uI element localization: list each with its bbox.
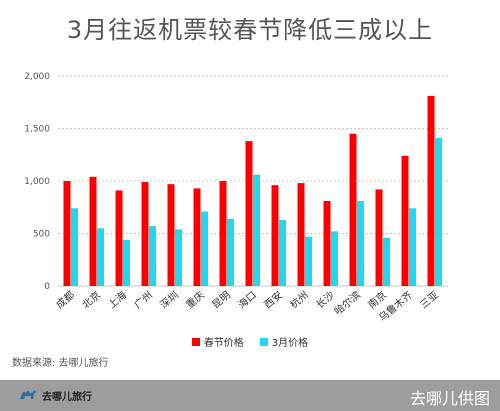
legend-item-march: 3月价格: [259, 334, 309, 349]
x-tick-label: 上海: [105, 288, 129, 311]
bar-spring-festival: [245, 141, 253, 286]
bar-spring-festival: [115, 190, 123, 286]
footer-logo-text: 去哪儿旅行: [42, 391, 92, 403]
bar-spring-festival: [89, 176, 97, 286]
bar-chart: 05001,0001,5002,000成都 北京 上海 广州 深圳 重庆 昆明 海口 西安 杭州长…: [24, 72, 448, 324]
bar-spring-festival: [297, 183, 305, 286]
x-tick-label: 昆明: [210, 289, 233, 311]
bar-march: [175, 229, 182, 286]
x-tick-label: 广州: [132, 289, 155, 311]
bar-march: [201, 211, 208, 286]
bar-march: [279, 219, 286, 286]
x-tick-label: 哈尔滨: [332, 288, 363, 317]
legend-label-spring: 春节价格: [203, 338, 244, 349]
bar-spring-festival: [193, 188, 201, 286]
bar-march: [383, 237, 390, 286]
bar-march: [409, 208, 416, 286]
data-source-note: 数据来源: 去哪儿旅行: [12, 358, 109, 369]
bar-march: [331, 231, 338, 286]
y-tick-label: 0: [44, 282, 50, 292]
y-tick-label: 2,000: [24, 72, 50, 82]
footer-bar: 去哪儿旅行 去哪儿供图: [0, 380, 500, 411]
bar-spring-festival: [271, 185, 279, 286]
x-tick-label: 三亚: [419, 290, 441, 311]
bar-spring-festival: [323, 200, 331, 286]
bar-spring-festival: [219, 181, 227, 286]
bar-march: [71, 208, 78, 286]
x-tick-label: 杭州: [287, 288, 311, 311]
y-tick-label: 1,500: [24, 125, 50, 135]
footer-credit: 去哪儿供图: [409, 389, 490, 408]
bar-march: [97, 228, 104, 286]
bar-march: [227, 218, 234, 286]
camel-logo-icon: [20, 390, 36, 399]
bar-spring-festival: [167, 184, 175, 286]
bar-spring-festival: [63, 181, 71, 286]
bar-march: [123, 239, 130, 286]
y-tick-label: 500: [33, 230, 50, 240]
x-tick-label: 成都: [54, 289, 77, 311]
bar-spring-festival: [349, 133, 357, 286]
legend-label-march: 3月价格: [271, 338, 309, 349]
bar-spring-festival: [401, 155, 409, 286]
x-tick-label: 深圳: [158, 289, 181, 311]
legend-item-spring: 春节价格: [191, 334, 244, 349]
bar-spring-festival: [141, 182, 149, 286]
x-tick-label: 西安: [261, 288, 285, 311]
legend-swatch-march: [259, 337, 268, 346]
bar-march: [357, 200, 364, 286]
x-tick-label: 海口: [235, 288, 259, 311]
footer-logo: 去哪儿旅行: [18, 387, 92, 403]
legend-swatch-spring: [191, 337, 200, 346]
x-tick-label: 重庆: [183, 288, 207, 311]
y-tick-label: 1,000: [24, 177, 50, 187]
bar-spring-festival: [375, 189, 383, 286]
bar-march: [435, 137, 442, 286]
bar-spring-festival: [427, 95, 435, 286]
bar-march: [253, 174, 260, 286]
bar-march: [149, 226, 156, 286]
x-tick-label: 北京: [79, 288, 103, 311]
legend: 春节价格 3月价格: [0, 334, 500, 349]
chart-title: 3月往返机票较春节降低三成以上: [66, 16, 434, 44]
bar-march: [305, 236, 312, 286]
